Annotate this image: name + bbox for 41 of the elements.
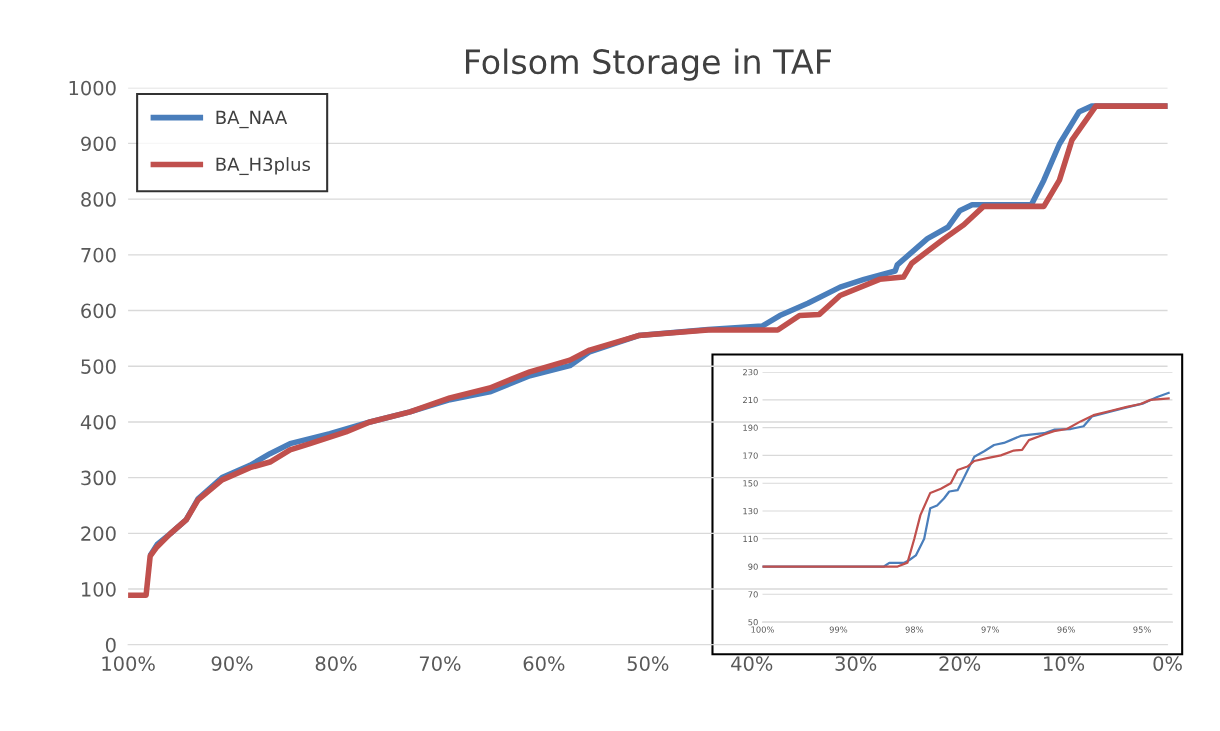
y-tick-label: 500: [81, 359, 116, 374]
y-tick-label: 130: [743, 507, 758, 515]
y-tick-label: 200: [81, 526, 116, 541]
y-tick-label: 700: [81, 247, 116, 263]
x-tick-label: 20%: [939, 656, 981, 671]
x-tick-label: 100%: [751, 626, 774, 633]
x-tick-label: 80%: [315, 656, 357, 671]
y-tick-label: 150: [743, 480, 758, 487]
y-tick-label: 90: [748, 563, 758, 570]
y-tick-label: 190: [743, 424, 758, 431]
x-tick-label: 98%: [905, 626, 924, 633]
x-tick-label: 40%: [731, 656, 773, 671]
y-tick-label: 170: [743, 452, 758, 459]
y-tick-label: 900: [81, 136, 116, 152]
y-tick-label: 1000: [69, 80, 116, 96]
y-tick-label: 600: [81, 303, 116, 319]
x-tick-label: 10%: [1044, 656, 1085, 671]
y-tick-label: 70: [748, 591, 758, 598]
y-tick-label: 210: [743, 396, 758, 404]
x-tick-label: 97%: [981, 626, 1000, 633]
x-tick-label: 0%: [1153, 656, 1182, 671]
x-tick-label: 50%: [627, 656, 669, 671]
y-tick-label: 0: [105, 637, 116, 653]
x-tick-label: 95%: [1133, 626, 1151, 633]
x-tick-label: 70%: [419, 656, 461, 671]
x-tick-label: 100%: [102, 656, 155, 671]
x-tick-label: 99%: [829, 626, 848, 633]
x-tick-label: 30%: [835, 656, 877, 671]
y-tick-label: 300: [81, 470, 116, 486]
chart-title: Folsom Storage in TAF: [465, 48, 831, 81]
y-tick-label: 400: [80, 414, 116, 430]
y-tick-label: 50: [748, 619, 758, 626]
x-tick-label: 90%: [211, 656, 253, 671]
y-tick-label: 110: [743, 535, 758, 543]
x-tick-label: 60%: [523, 656, 565, 671]
y-tick-label: 100: [82, 582, 116, 597]
legend-label: BA_H3plus: [216, 157, 311, 176]
y-tick-label: 800: [81, 192, 116, 207]
y-tick-label: 230: [743, 369, 758, 376]
x-tick-label: 96%: [1057, 626, 1075, 633]
legend-label: BA_NAA: [216, 110, 288, 129]
